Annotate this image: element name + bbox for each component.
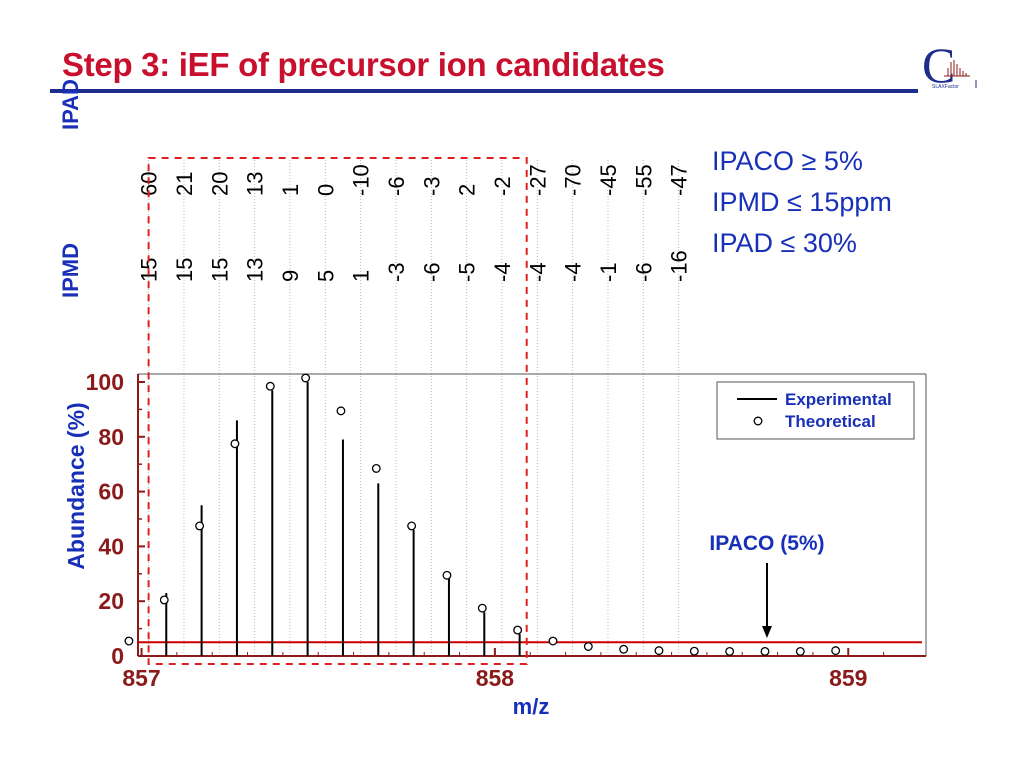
table-value-ipmd: -5 bbox=[455, 262, 480, 282]
table-value-ipad: 20 bbox=[207, 172, 232, 196]
table-value-ipad: -27 bbox=[525, 164, 550, 196]
logo: C SLAXFactor bbox=[922, 38, 977, 93]
theoretical-point bbox=[619, 644, 629, 654]
theoretical-point bbox=[689, 646, 699, 656]
theoretical-point bbox=[442, 570, 452, 580]
table-value-ipad: -47 bbox=[667, 164, 692, 196]
title-rule bbox=[50, 89, 918, 93]
slide-title: Step 3: iEF of precursor ion candidates bbox=[62, 46, 665, 83]
table-value-ipmd: -16 bbox=[667, 250, 692, 282]
threshold-annotation: IPACO (5%) bbox=[709, 532, 825, 638]
theoretical-point bbox=[548, 636, 558, 646]
y-tick-label: 100 bbox=[86, 369, 124, 395]
table-value-ipad: -55 bbox=[631, 164, 656, 196]
theoretical-point bbox=[795, 647, 805, 656]
criteria-list: IPACO ≥ 5% IPMD ≤ 15ppm IPAD ≤ 30% bbox=[712, 141, 892, 264]
table-value-ipad: 1 bbox=[278, 184, 303, 196]
y-tick-label: 20 bbox=[98, 588, 124, 614]
theoretical-point bbox=[230, 439, 240, 449]
table-value-ipad: -10 bbox=[349, 164, 374, 196]
legend-theoretical-swatch bbox=[753, 416, 763, 426]
theoretical-point bbox=[407, 521, 417, 531]
threshold-label: IPACO (5%) bbox=[709, 532, 824, 555]
row-label-ipad: IPAD bbox=[58, 79, 83, 130]
criterion-ipaco: IPACO ≥ 5% bbox=[712, 146, 863, 176]
table-value-ipmd: 15 bbox=[172, 258, 197, 282]
table-value-ipmd: 15 bbox=[207, 258, 232, 282]
legend: Experimental Theoretical bbox=[716, 381, 915, 440]
table-value-ipad: -2 bbox=[490, 176, 515, 196]
theoretical-point bbox=[371, 463, 381, 473]
theoretical-point bbox=[265, 381, 275, 391]
logo-letter: C bbox=[922, 38, 955, 93]
theoretical-point bbox=[124, 636, 134, 646]
logo-spectrum-mark bbox=[944, 60, 970, 77]
table-value-ipmd: -4 bbox=[490, 262, 515, 282]
theoretical-point bbox=[195, 521, 205, 531]
theoretical-point bbox=[583, 642, 593, 651]
row-label-ipmd: IPMD bbox=[58, 243, 83, 298]
table-value-ipmd: 13 bbox=[243, 258, 268, 282]
experimental-series bbox=[165, 382, 521, 656]
table-value-ipmd: -6 bbox=[631, 262, 656, 282]
table-value-ipmd: -3 bbox=[384, 262, 409, 282]
x-tick-label: 859 bbox=[829, 665, 867, 691]
table-value-ipmd: -6 bbox=[419, 262, 444, 282]
theoretical-series bbox=[124, 373, 841, 656]
theoretical-point bbox=[301, 373, 311, 383]
table-value-ipad: 2 bbox=[455, 184, 480, 196]
table-value-ipmd: 1 bbox=[349, 270, 374, 282]
y-tick-label: 0 bbox=[111, 643, 124, 669]
x-axis: 857 858 859 bbox=[122, 648, 885, 691]
table-value-ipad: -70 bbox=[561, 164, 586, 196]
table-value-ipad: -6 bbox=[384, 176, 409, 196]
theoretical-point bbox=[725, 647, 735, 656]
table-value-ipmd: -1 bbox=[596, 262, 621, 282]
theoretical-point bbox=[760, 647, 770, 656]
x-tick-label: 857 bbox=[122, 665, 160, 691]
table-value-ipad: 0 bbox=[313, 184, 338, 196]
plot-frame bbox=[137, 373, 927, 657]
x-tick-label: 858 bbox=[476, 665, 515, 691]
table-value-ipad: 21 bbox=[172, 172, 197, 196]
theoretical-point bbox=[654, 646, 664, 656]
y-axis: 0 20 40 60 80 100 bbox=[86, 369, 145, 669]
table-value-ipmd: -4 bbox=[561, 262, 586, 282]
table-value-ipad: -3 bbox=[419, 176, 444, 196]
theoretical-point bbox=[831, 646, 841, 656]
criterion-ipad: IPAD ≤ 30% bbox=[712, 228, 857, 258]
theoretical-point bbox=[513, 625, 523, 635]
theoretical-point bbox=[336, 406, 346, 416]
table-value-ipmd: 9 bbox=[278, 270, 303, 282]
criterion-ipmd: IPMD ≤ 15ppm bbox=[712, 187, 892, 217]
y-tick-label: 80 bbox=[98, 424, 124, 450]
threshold-arrow-head bbox=[761, 626, 772, 638]
table-value-ipad: 13 bbox=[243, 172, 268, 196]
logo-caption: SLAXFactor bbox=[932, 84, 959, 90]
x-axis-label: m/z bbox=[513, 694, 550, 719]
table-value-ipmd: -4 bbox=[525, 262, 550, 282]
y-axis-label: Abundance (%) bbox=[63, 402, 89, 569]
theoretical-point bbox=[159, 595, 169, 605]
y-tick-label: 40 bbox=[98, 533, 124, 559]
table-value-ipad: -45 bbox=[596, 164, 621, 196]
legend-box bbox=[716, 381, 915, 440]
legend-theoretical-label: Theoretical bbox=[785, 412, 876, 431]
table-value-ipmd: 5 bbox=[313, 270, 338, 282]
theoretical-point bbox=[477, 603, 487, 613]
legend-experimental-label: Experimental bbox=[785, 390, 892, 409]
y-tick-label: 60 bbox=[98, 479, 124, 505]
